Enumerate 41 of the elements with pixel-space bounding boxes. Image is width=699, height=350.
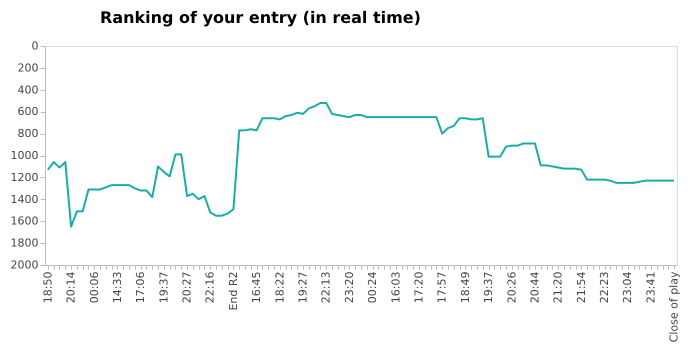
y-tick-label: 1200 [10,170,38,184]
x-tick-label: Close of play [668,271,681,342]
x-tick-label: 23:20 [342,272,356,304]
x-tick-label: 00:06 [88,272,101,304]
x-tick-label: 19:37 [482,272,496,304]
x-tick-label: 18:50 [41,272,54,304]
x-tick-label: 14:33 [110,272,124,304]
x-tick-label: 17:57 [436,272,449,304]
y-tick-label: 400 [18,83,38,96]
x-tick-label: 16:03 [389,272,402,304]
y-tick-label: 0 [32,40,38,52]
x-tick-label: 20:44 [528,272,542,304]
x-tick-label: 19:37 [157,272,170,304]
x-tick-label: 22:23 [598,272,612,304]
y-tick-label: 200 [18,61,38,74]
x-tick-label: 16:45 [250,272,264,304]
x-tick-label: 21:54 [574,272,588,304]
y-tick-label: 1800 [10,236,38,250]
x-tick-label: 20:27 [180,272,194,304]
y-tick-label: 1600 [10,214,38,228]
y-tick-label: 1400 [10,192,38,206]
y-tick-label: 600 [18,105,38,118]
x-tick-label: 17:20 [412,272,426,304]
line-series [46,102,676,228]
x-tick-label: 22:13 [320,272,333,304]
y-tick-label: 2000 [10,258,38,272]
y-tick-label: 800 [18,127,38,140]
x-tick-label: 00:24 [366,272,380,304]
y-tick-label: 1000 [10,149,38,162]
x-tick-label: 19:27 [296,272,310,304]
x-tick-label: End R2 [226,272,240,311]
x-tick-label: 20:14 [64,272,78,304]
x-tick-label: 23:04 [621,272,634,304]
x-tick-label: 21:20 [552,272,565,304]
x-tick-label: 18:22 [273,272,286,304]
x-tick-label: 20:26 [505,272,518,304]
x-tick-label: 23:41 [644,272,658,304]
x-tick-label: 18:49 [458,272,472,304]
chart-title: Ranking of your entry (in real time) [100,8,421,27]
x-tick-label: 17:06 [134,272,148,304]
x-tick-label: 22:16 [204,272,217,304]
